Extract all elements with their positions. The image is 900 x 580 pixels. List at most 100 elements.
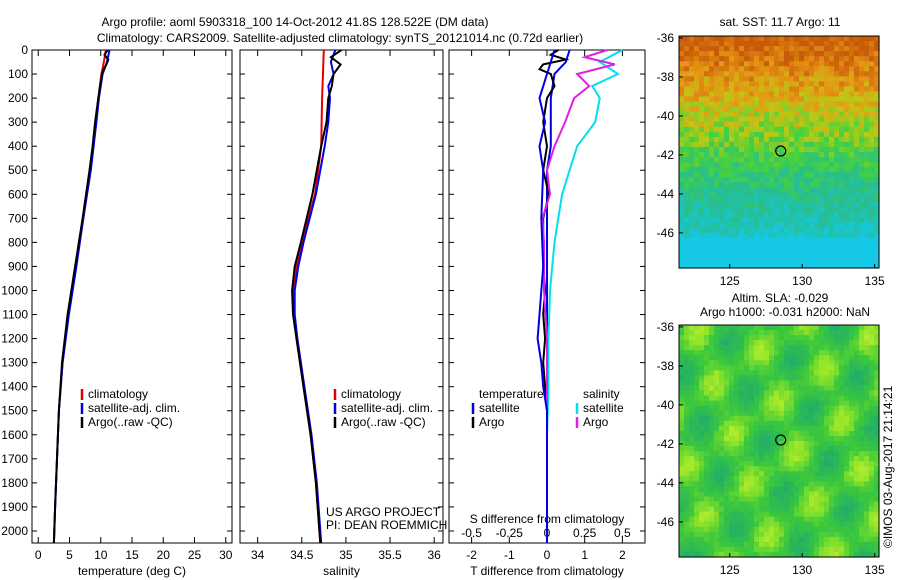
x-tick-label: 15 [125, 548, 139, 562]
y-tick-label: 1600 [1, 428, 28, 442]
map-x-tick-label: 125 [720, 563, 740, 577]
temperature-panel: 0 5 10 15 20 25 30 temperature (deg C) 0 100 200 30… [1, 43, 232, 578]
pi-annotation: US ARGO PROJECT [326, 505, 441, 519]
map-frame [678, 35, 880, 269]
sst-map-title: sat. SST: 11.7 Argo: 11 [720, 15, 841, 29]
x-tick-label: 20 [157, 548, 171, 562]
y-tick-label: 200 [8, 91, 28, 105]
y-tick-label: 800 [8, 235, 28, 249]
sla-map-subtitle: Argo h1000: -0.031 h2000: NaN [700, 305, 870, 319]
argo-location-marker [775, 145, 787, 157]
x-tick-label: 0 [35, 548, 42, 562]
legend-label: Argo [583, 415, 609, 429]
map-y-tick-label: -40 [657, 398, 675, 412]
heatmap-cells [679, 36, 880, 269]
series-line-argo [541, 49, 616, 543]
map-y-tick-label: -38 [657, 70, 675, 84]
x-tick-label: 34 [251, 548, 265, 562]
legend-label: satellite [479, 401, 520, 415]
map-y-tick-label: -36 [657, 31, 675, 45]
imos-timestamp-label: ©IMOS 03-Aug-2017 21:14:21 [881, 385, 895, 548]
y-tick-label: 100 [8, 67, 28, 81]
map-x-tick-label: 125 [720, 274, 740, 288]
x-tick-label: -1 [504, 548, 515, 562]
map-y-tick-label: -46 [657, 226, 675, 240]
x-tick-label: 0 [544, 548, 551, 562]
y-tick-label: 1800 [1, 476, 28, 490]
argo-location-marker [775, 434, 787, 446]
difference-panel: -2 -1 0 1 2 T difference from climatology -0.5… [448, 49, 646, 578]
series-line-argo [536, 49, 556, 543]
map-y-tick-label: -44 [657, 476, 675, 490]
top-tick-label: 0.25 [573, 526, 597, 540]
y-tick-label: 600 [8, 187, 28, 201]
map-x-tick-label: 135 [865, 274, 885, 288]
map-y-tick-label: -38 [657, 359, 675, 373]
y-tick-label: 1200 [1, 332, 28, 346]
x-tick-label: 25 [188, 548, 202, 562]
map-x-tick-label: 135 [865, 563, 885, 577]
x-tick-label: -2 [466, 548, 477, 562]
legend-label: Argo [479, 415, 505, 429]
top-tick-label: 0.5 [614, 526, 631, 540]
y-tick-label: 1700 [1, 452, 28, 466]
x-axis-label: temperature (deg C) [78, 564, 186, 578]
top-tick-label: -0.5 [461, 526, 482, 540]
legend-header-temperature: temperature [479, 387, 544, 401]
y-tick-label: 2000 [1, 524, 28, 538]
legend-label: Argo(..raw -QC) [341, 415, 426, 429]
legend-label: climatology [88, 387, 148, 401]
legend-label: satellite-adj. clim. [341, 401, 433, 415]
y-tick-label: 1000 [1, 283, 28, 297]
legend-label: climatology [341, 387, 401, 401]
map-y-tick-label: -42 [657, 437, 675, 451]
map-y-tick-label: -42 [657, 148, 675, 162]
y-tick-label: 700 [8, 211, 28, 225]
series-line-argo [537, 49, 570, 543]
series-line-satellite [546, 49, 623, 543]
map-y-tick-label: -44 [657, 187, 675, 201]
top-tick-label: -0.25 [496, 526, 524, 540]
y-tick-label: 1300 [1, 356, 28, 370]
map-frame [678, 324, 880, 558]
pi-annotation: PI: DEAN ROEMMICH [326, 518, 447, 532]
y-tick-label: 1100 [2, 308, 28, 322]
y-tick-label: 1900 [1, 500, 28, 514]
legend-label: Argo(..raw -QC) [88, 415, 173, 429]
x-tick-label: 35.5 [378, 548, 402, 562]
x-tick-label: 10 [94, 548, 108, 562]
sst-map-panel: sat. SST: 11.7 Argo: 11 125 130 135 -36 -38 -… [657, 15, 885, 288]
legend-header-salinity: salinity [583, 387, 620, 401]
series-line-argo---raw--qc- [52, 49, 110, 544]
salinity-panel: 34 34.5 35 35.5 36 salinity climatologysatelli… [239, 49, 447, 578]
y-tick-label: 1400 [1, 380, 28, 394]
x-tick-label: 1 [581, 548, 588, 562]
y-tick-label: 400 [8, 139, 28, 153]
sla-map-title: Altim. SLA: -0.029 [732, 291, 829, 305]
x-tick-label: 34.5 [290, 548, 314, 562]
map-y-tick-label: -36 [657, 320, 675, 334]
x-tick-label: 30 [219, 548, 233, 562]
sla-map-panel: Altim. SLA: -0.029 Argo h1000: -0.031 h2… [657, 291, 885, 577]
map-x-tick-label: 130 [792, 563, 812, 577]
x-tick-label: 2 [619, 548, 626, 562]
x-axis-label: T difference from climatology [470, 564, 624, 578]
figure-title-line1: Argo profile: aoml 5903318_100 14-Oct-20… [102, 15, 489, 29]
map-y-tick-label: -40 [657, 109, 675, 123]
figure-title-line2: Climatology: CARS2009. Satellite-adjuste… [97, 31, 583, 45]
heatmap-cells [679, 325, 880, 558]
y-tick-label: 300 [8, 115, 28, 129]
map-y-tick-label: -46 [657, 515, 675, 529]
x-tick-label: 5 [66, 548, 73, 562]
legend-label: satellite-adj. clim. [88, 401, 180, 415]
series-line-argo---raw--qc- [291, 49, 343, 544]
x-tick-label: 36 [427, 548, 441, 562]
legend-label: satellite [583, 401, 624, 415]
map-x-tick-label: 130 [792, 274, 812, 288]
y-tick-label: 1500 [1, 404, 28, 418]
x-tick-label: 35 [339, 548, 353, 562]
x-axis-label: salinity [323, 564, 360, 578]
y-tick-label: 500 [8, 163, 28, 177]
y-tick-label: 0 [21, 43, 28, 57]
